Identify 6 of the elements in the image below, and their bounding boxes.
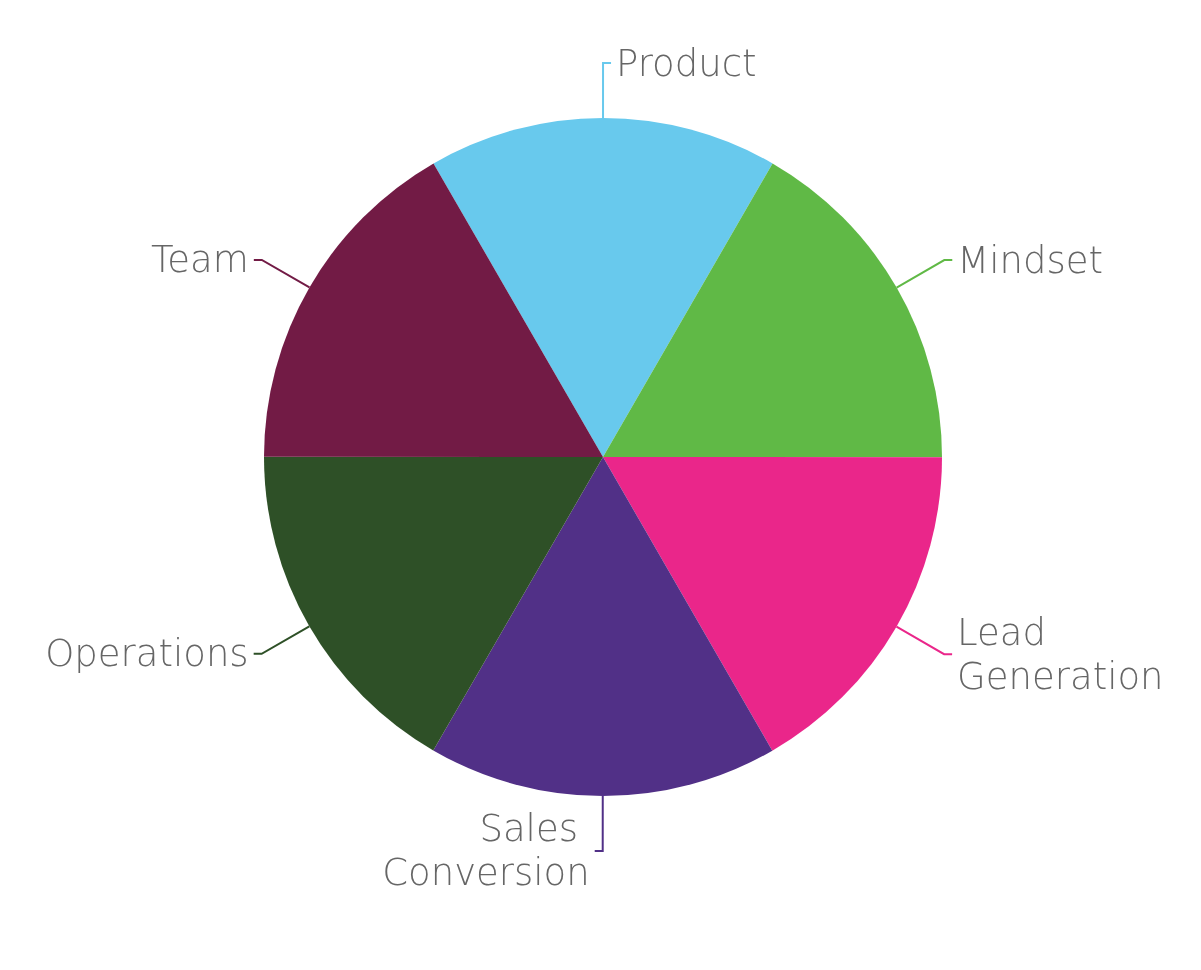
slice-label: Product [616,41,757,85]
slice-label: Sales Conversion [382,807,590,895]
slice-label: Lead Generation [957,610,1164,698]
slice-label: Mindset [957,238,1103,282]
slice-label: Operations [45,632,249,676]
slice-label: Team [151,238,249,282]
